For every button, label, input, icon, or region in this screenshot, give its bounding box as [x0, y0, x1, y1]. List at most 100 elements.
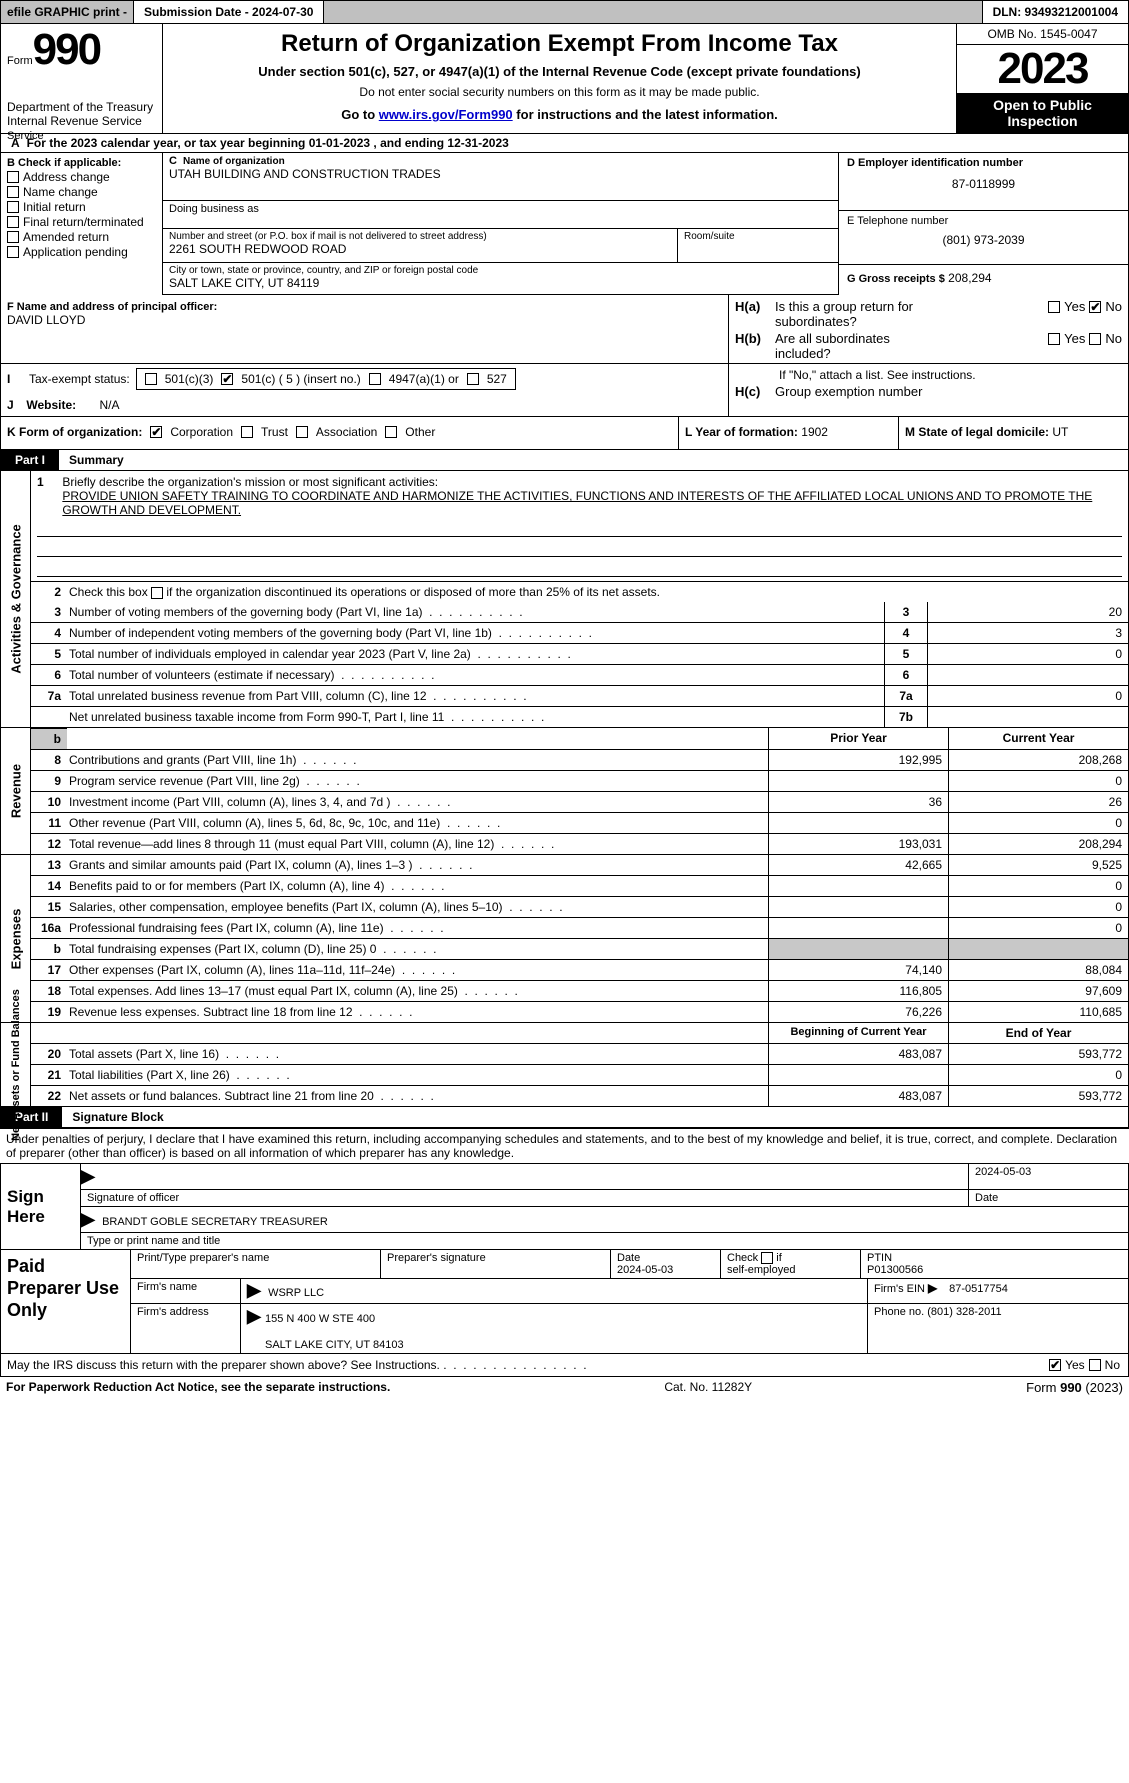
- curr-val: 208,268: [948, 750, 1128, 770]
- prior-val: [768, 771, 948, 791]
- row-label: Total liabilities (Part X, line 26) . . …: [67, 1065, 768, 1085]
- gross-val: 208,294: [948, 271, 991, 285]
- room-lbl: Room/suite: [684, 231, 832, 242]
- row-idx: 7b: [884, 707, 928, 727]
- chk-4947[interactable]: [369, 373, 381, 385]
- check-label: Amended return: [23, 230, 109, 244]
- preparer-label: Paid Preparer Use Only: [1, 1250, 131, 1353]
- row-num: 22: [31, 1086, 67, 1106]
- line2-num: 2: [31, 582, 67, 602]
- prior-val: [768, 918, 948, 938]
- hb-yes-chk[interactable]: [1048, 333, 1060, 345]
- addr-lbl: Number and street (or P.O. box if mail i…: [169, 231, 671, 242]
- row-label: Investment income (Part VIII, column (A)…: [67, 792, 768, 812]
- data-row: 11Other revenue (Part VIII, column (A), …: [31, 813, 1128, 834]
- dba-lbl: Doing business as: [169, 203, 832, 215]
- curr-val: 97,609: [948, 981, 1128, 1001]
- net-body: Beginning of Current Year End of Year 20…: [31, 1023, 1128, 1106]
- opt-corp: Corporation: [170, 425, 233, 439]
- officer-name-row: ▶ BRANDT GOBLE SECRETARY TREASURER: [81, 1207, 1128, 1232]
- checkbox[interactable]: [7, 246, 19, 258]
- arrow-icon: ▶: [81, 1209, 99, 1230]
- ha-no-chk[interactable]: [1089, 301, 1101, 313]
- row-label: Other revenue (Part VIII, column (A), li…: [67, 813, 768, 833]
- check-option: Application pending: [7, 245, 156, 259]
- rev-head: b Prior Year Current Year: [31, 728, 1128, 750]
- phone-val: (801) 973-2039: [847, 233, 1120, 247]
- prior-val: 193,031: [768, 834, 948, 854]
- irs-no-chk[interactable]: [1089, 1359, 1101, 1371]
- prior-val: [768, 876, 948, 896]
- row-num: 4: [31, 623, 67, 643]
- chk-527[interactable]: [467, 373, 479, 385]
- type-lbl: Type or print name and title: [81, 1233, 1128, 1249]
- spacer: [31, 1023, 67, 1043]
- ha-yes-chk[interactable]: [1048, 301, 1060, 313]
- row-num: 20: [31, 1044, 67, 1064]
- check-label: Name change: [23, 185, 98, 199]
- row-num: 10: [31, 792, 67, 812]
- row-label: Number of independent voting members of …: [67, 623, 884, 643]
- checkbox[interactable]: [7, 186, 19, 198]
- hc-txt: Group exemption number: [775, 384, 1122, 399]
- row-num: 3: [31, 602, 67, 622]
- footer-mid: Cat. No. 11282Y: [664, 1380, 752, 1395]
- check-option: Initial return: [7, 200, 156, 214]
- prep-selfemp: Check ifself-employed: [721, 1250, 861, 1278]
- no-lbl: No: [1105, 299, 1122, 314]
- chk-501c3[interactable]: [145, 373, 157, 385]
- efile-label: efile GRAPHIC print -: [1, 5, 133, 19]
- f-cell: F Name and address of principal officer:…: [1, 295, 728, 363]
- h-cell: H(a) Is this a group return forsubordina…: [728, 295, 1128, 363]
- ein-lbl: D Employer identification number: [847, 157, 1120, 169]
- firm-name-lbl: Firm's name: [131, 1279, 241, 1303]
- rev-section: Revenue b Prior Year Current Year 8Contr…: [0, 728, 1129, 855]
- row-label: Net unrelated business taxable income fr…: [67, 707, 884, 727]
- b-head: B Check if applicable:: [7, 157, 156, 169]
- checkbox[interactable]: [7, 216, 19, 228]
- checkbox[interactable]: [7, 231, 19, 243]
- part1-label: Part I: [1, 450, 59, 470]
- chk-other[interactable]: [385, 426, 397, 438]
- phone-lbl: E Telephone number: [847, 215, 1120, 227]
- j-letter: J: [7, 398, 23, 412]
- i-letter: I: [7, 372, 23, 386]
- row-num: 16a: [31, 918, 67, 938]
- row-val: 3: [928, 623, 1128, 643]
- footer: For Paperwork Reduction Act Notice, see …: [0, 1377, 1129, 1398]
- city-lbl: City or town, state or province, country…: [169, 265, 832, 276]
- form-note: Do not enter social security numbers on …: [173, 85, 946, 99]
- curr-val: 0: [948, 918, 1128, 938]
- hb-key: H(b): [735, 331, 775, 346]
- check-option: Final return/terminated: [7, 215, 156, 229]
- check-option: Name change: [7, 185, 156, 199]
- irs-link[interactable]: www.irs.gov/Form990: [379, 107, 513, 122]
- line2-chk[interactable]: [151, 587, 163, 599]
- row-idx: 4: [884, 623, 928, 643]
- hb-no-chk[interactable]: [1089, 333, 1101, 345]
- prior-val: 76,226: [768, 1002, 948, 1022]
- row-label: Revenue less expenses. Subtract line 18 …: [67, 1002, 768, 1022]
- hc-key: H(c): [735, 384, 775, 399]
- prior-head: Prior Year: [768, 728, 948, 749]
- city-cell: City or town, state or province, country…: [163, 263, 838, 295]
- submission-date: Submission Date - 2024-07-30: [133, 1, 324, 23]
- chk-corp[interactable]: [150, 426, 162, 438]
- data-row: 16aProfessional fundraising fees (Part I…: [31, 918, 1128, 939]
- row-val: [928, 707, 1128, 727]
- chk-assoc[interactable]: [296, 426, 308, 438]
- if-no: If "No," attach a list. See instructions…: [779, 368, 1122, 382]
- checkbox[interactable]: [7, 201, 19, 213]
- row-val: [928, 665, 1128, 685]
- firm-name-val: ▶ WSRP LLC: [241, 1279, 868, 1303]
- chk-501c[interactable]: [221, 373, 233, 385]
- selfemp-chk[interactable]: [761, 1252, 773, 1264]
- check-label: Address change: [23, 170, 110, 184]
- city-val: SALT LAKE CITY, UT 84119: [169, 276, 832, 290]
- chk-trust[interactable]: [241, 426, 253, 438]
- data-row: 4Number of independent voting members of…: [31, 623, 1128, 644]
- section-a: Service A For the 2023 calendar year, or…: [0, 134, 1129, 153]
- irs-yes-chk[interactable]: [1049, 1359, 1061, 1371]
- form-header: Form 990 Department of the Treasury Inte…: [0, 24, 1129, 134]
- checkbox[interactable]: [7, 171, 19, 183]
